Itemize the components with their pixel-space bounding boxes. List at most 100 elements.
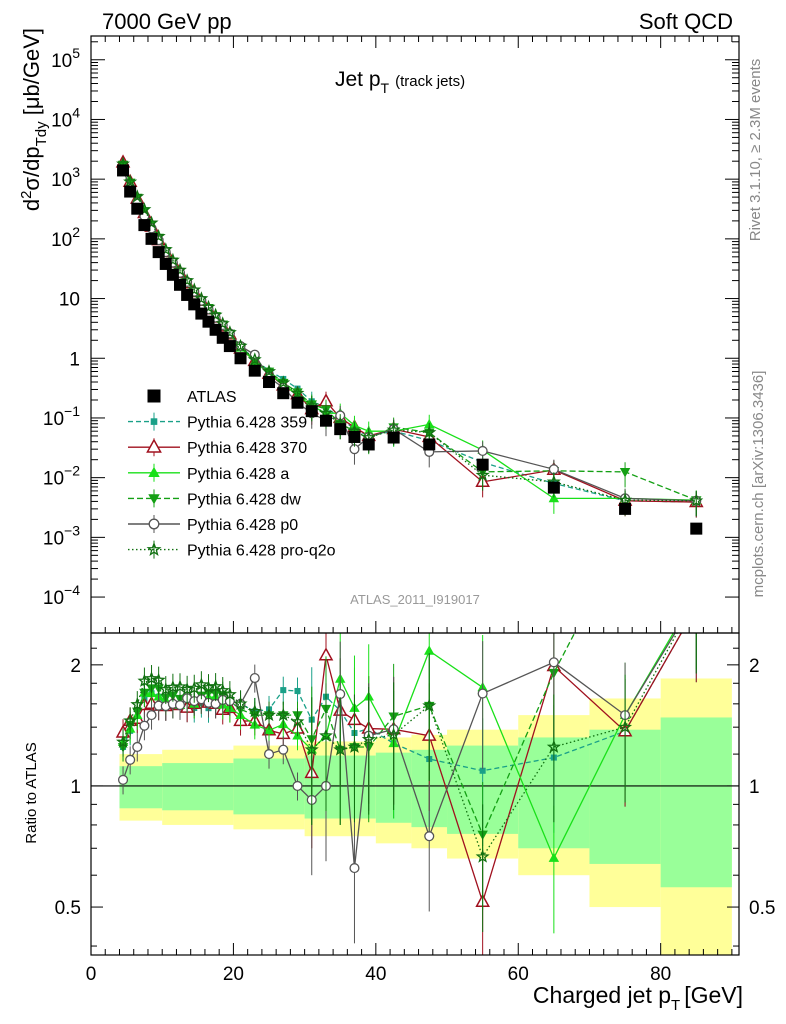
ratio-stat-band <box>162 763 234 811</box>
legend-marker <box>148 466 160 477</box>
data-point <box>188 298 201 311</box>
data-point <box>166 268 179 281</box>
ratio-series-6 <box>116 633 697 933</box>
ratio-point <box>247 704 262 718</box>
ratio-point <box>475 849 490 863</box>
ratio-point <box>292 780 303 792</box>
data-point <box>262 364 277 378</box>
ratio-point <box>208 679 223 693</box>
ratio-point <box>304 742 319 756</box>
ratio-point <box>262 707 277 722</box>
legend-label: Pythia 6.428 p0 <box>187 517 298 534</box>
legend-label: Pythia 6.428 370 <box>187 440 307 457</box>
series-5 <box>117 164 702 517</box>
legend-label: Pythia 6.428 pro-q2o <box>187 543 336 560</box>
data-point <box>222 325 237 339</box>
data-point <box>422 425 437 439</box>
data-point <box>248 364 261 377</box>
ratio-tick-label: 1 <box>70 777 81 798</box>
data-point <box>690 522 703 535</box>
x-tick-label: 60 <box>508 964 529 985</box>
data-point <box>618 492 633 507</box>
y-tick-label: 10−4 <box>43 582 80 609</box>
mcplots-label: mcplots.cern.ch [arXiv:1306.3436] <box>750 371 767 598</box>
data-point <box>689 493 704 507</box>
data-point <box>124 185 137 198</box>
data-point <box>201 299 216 313</box>
ratio-point <box>347 739 362 753</box>
data-point <box>477 445 488 457</box>
y-tick-label: 104 <box>51 104 80 131</box>
ratio-point <box>194 677 209 691</box>
ratio-point <box>249 672 260 684</box>
data-point <box>223 340 236 353</box>
ratio-point <box>116 734 131 748</box>
data-point <box>290 385 305 400</box>
data-point <box>123 174 138 188</box>
data-point <box>276 375 291 389</box>
legend-label: ATLAS <box>187 389 237 406</box>
ratio-point <box>123 713 138 727</box>
data-point <box>181 288 194 301</box>
ratio-tick-label-right: 0.5 <box>749 898 775 919</box>
data-point <box>117 164 130 177</box>
data-point <box>387 431 400 444</box>
x-tick-label: 80 <box>650 964 671 985</box>
ratio-point <box>335 688 346 700</box>
data-point <box>547 481 560 494</box>
analysis-tag: ATLAS_2011_I919017 <box>350 592 480 607</box>
ratio-point <box>280 687 287 694</box>
ratio-point <box>139 720 150 731</box>
series-2 <box>115 154 704 518</box>
data-point <box>138 219 151 232</box>
legend-marker <box>146 541 162 557</box>
ratio-point <box>173 679 187 693</box>
data-point <box>548 492 560 503</box>
ratio-point <box>187 680 202 695</box>
y-tick-label: 10−3 <box>43 522 80 549</box>
y-tick-label: 103 <box>51 164 80 191</box>
y-tick-label: 10−2 <box>43 463 80 490</box>
chart-title: Jet pT (track jets) <box>335 68 465 96</box>
ratio-point <box>125 754 136 765</box>
ratio-point <box>361 732 376 746</box>
series-6 <box>116 156 704 517</box>
ratio-point <box>146 710 157 721</box>
data-point <box>159 257 172 270</box>
legend: ATLAS Pythia 6.428 359 Pythia 6.428 370 Pyt… <box>128 389 336 560</box>
ratio-line <box>122 633 683 772</box>
ratio-tick-label: 2 <box>70 656 81 677</box>
header-left: 7000 GeV pp <box>102 9 232 34</box>
data-point <box>348 430 361 443</box>
ratio-point <box>151 672 166 687</box>
ratio-series-layer <box>115 633 697 955</box>
data-point <box>174 278 187 291</box>
ratio-tick-label-right: 1 <box>749 777 760 798</box>
data-point <box>475 467 490 482</box>
data-point <box>131 202 144 215</box>
legend-marker <box>147 389 161 403</box>
ratio-point <box>290 714 305 728</box>
data-point <box>234 352 247 365</box>
axis-ticks <box>90 36 739 955</box>
ratio-point <box>424 645 435 655</box>
x-tick-label: 40 <box>365 964 386 985</box>
header-right: Soft QCD <box>639 9 733 34</box>
ratio-point <box>618 719 633 734</box>
data-point <box>334 423 347 436</box>
ratio-point <box>174 700 186 711</box>
data-point <box>619 468 631 478</box>
ratio-tick-label: 0.5 <box>55 898 81 919</box>
series-0 <box>117 164 703 535</box>
ratio-point <box>548 852 560 862</box>
ratio-point <box>130 697 145 711</box>
x-tick-label: 0 <box>86 964 97 985</box>
ratio-point <box>386 727 401 741</box>
ratio-point <box>117 774 129 785</box>
ratio-point <box>233 696 248 710</box>
y-tick-label: 10 <box>59 290 80 311</box>
ratio-point <box>294 687 301 695</box>
ratio-point <box>548 657 559 668</box>
rivet-label: Rivet 3.1.10, ≥ 2.3M events <box>747 59 764 242</box>
series-1 <box>120 161 700 518</box>
